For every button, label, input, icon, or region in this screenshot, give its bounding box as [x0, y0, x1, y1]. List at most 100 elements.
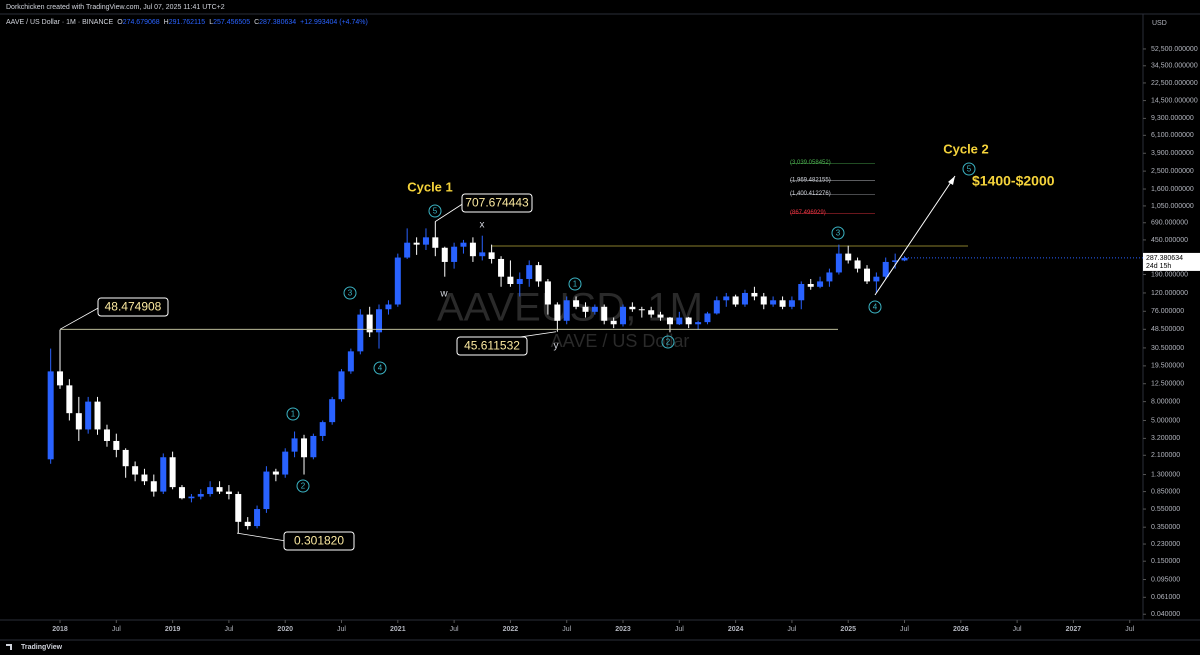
candle-body: [394, 257, 401, 305]
candle-body: [122, 449, 129, 467]
candle-body: [301, 438, 308, 458]
y-tick-label: 14,500.000000: [1151, 97, 1198, 104]
cycle-label: Cycle 2: [943, 141, 989, 156]
candle-body: [422, 237, 429, 245]
legend-part: AAVE / US Dollar · 1M · BINANCE: [6, 19, 114, 26]
corrective-label: w: [439, 289, 448, 300]
x-tick-label: 2027: [1066, 626, 1082, 633]
candle-body: [254, 509, 261, 527]
candle-body: [807, 284, 814, 287]
candle-body: [385, 304, 392, 310]
y-tick-label: 0.230000: [1151, 541, 1180, 548]
candle-body: [188, 496, 195, 499]
candle-body: [657, 314, 664, 318]
candle-body: [479, 252, 486, 257]
candle-body: [329, 399, 336, 423]
candle-body: [864, 268, 871, 282]
x-tick-label: Jul: [1125, 626, 1134, 633]
legend-part: H: [164, 19, 169, 26]
candle-body: [591, 306, 598, 312]
wave-circle: [286, 407, 300, 421]
candle-body: [516, 278, 523, 285]
wave-label: 4: [378, 364, 383, 373]
wave-label: 3: [348, 289, 353, 298]
candle-body: [310, 435, 317, 458]
fib-label: (1,400.412276): [790, 191, 831, 197]
callout-box: [456, 336, 528, 356]
wave-circle: [568, 277, 582, 291]
y-tick-label: 0.040000: [1151, 611, 1180, 618]
wave-circle: [962, 162, 976, 176]
callout-leader: [59, 306, 101, 330]
candle-body: [488, 252, 495, 259]
candle-body: [160, 457, 167, 492]
y-tick-label: 0.095000: [1151, 576, 1180, 583]
wave-circle: [661, 335, 675, 349]
corrective-label: x: [480, 220, 485, 231]
currency: USD: [1152, 20, 1167, 27]
candle-body: [319, 422, 326, 436]
legend-part: 274.679068: [123, 19, 160, 26]
candle-body: [685, 317, 692, 325]
y-tick-label: 48.500000: [1151, 326, 1184, 333]
countdown: 24d 15h: [1146, 263, 1171, 270]
y-tick-label: 6,100.000000: [1151, 132, 1194, 139]
wave-label: 1: [291, 410, 296, 419]
cycle-label: Cycle 1: [407, 179, 453, 194]
candle-body: [113, 440, 120, 450]
wave-circle: [831, 226, 845, 240]
candle-body: [366, 314, 373, 333]
candle-body: [901, 257, 908, 261]
y-tick-label: 19.500000: [1151, 363, 1184, 370]
y-tick-label: 1,600.000000: [1151, 186, 1194, 193]
callout-leader: [236, 532, 287, 542]
candle-body: [620, 306, 627, 325]
credit: Dorkchicken created with TradingView.com…: [6, 4, 225, 11]
callout-box: [461, 193, 533, 213]
y-tick-label: 0.850000: [1151, 488, 1180, 495]
wave-circle: [343, 286, 357, 300]
candle-body: [854, 260, 861, 269]
candle-body: [845, 253, 852, 261]
candle-body: [835, 253, 842, 273]
y-tick-label: 0.350000: [1151, 524, 1180, 531]
x-tick-label: 2022: [503, 626, 519, 633]
candle-body: [94, 401, 101, 430]
x-tick-label: 2021: [390, 626, 406, 633]
y-tick-label: 8.000000: [1151, 398, 1180, 405]
wave-label: 1: [573, 280, 578, 289]
candle-body: [197, 494, 204, 497]
target-label: $1400-$2000: [972, 173, 1055, 189]
wave-label: 5: [433, 207, 438, 216]
legend-part: 257.456505: [213, 19, 250, 26]
candle-body: [432, 237, 439, 248]
callout-label: 48.474908: [105, 300, 162, 314]
legend-part: +12.993404 (+4.74%): [300, 19, 368, 26]
candle-body: [732, 296, 739, 305]
candle-body: [526, 265, 533, 279]
target-arrowhead: [948, 176, 955, 185]
watermark-sub: AAVE / US Dollar: [551, 331, 690, 351]
wave-label: 3: [836, 229, 841, 238]
x-tick-label: Jul: [224, 626, 233, 633]
wave-circle: [428, 204, 442, 218]
footer-brand: TradingView: [21, 644, 63, 651]
x-tick-label: Jul: [112, 626, 121, 633]
wave-label: 5: [967, 165, 972, 174]
wave-circle: [373, 361, 387, 375]
candle-body: [666, 317, 673, 325]
candle-body: [770, 300, 777, 305]
y-tick-label: 3,900.000000: [1151, 150, 1194, 157]
symbol-legend: AAVE / US Dollar · 1M · BINANCE O274.6790…: [6, 19, 368, 26]
legend-part: L: [209, 19, 213, 26]
legend-part: 291.762115: [169, 19, 206, 26]
legend-part: C: [254, 19, 259, 26]
candle-body: [451, 246, 458, 262]
callout-box: [283, 531, 355, 551]
candle-body: [338, 371, 345, 400]
candle-body: [225, 491, 232, 495]
candle-body: [582, 306, 589, 312]
x-tick-label: Jul: [450, 626, 459, 633]
wave-label: 4: [873, 303, 878, 312]
